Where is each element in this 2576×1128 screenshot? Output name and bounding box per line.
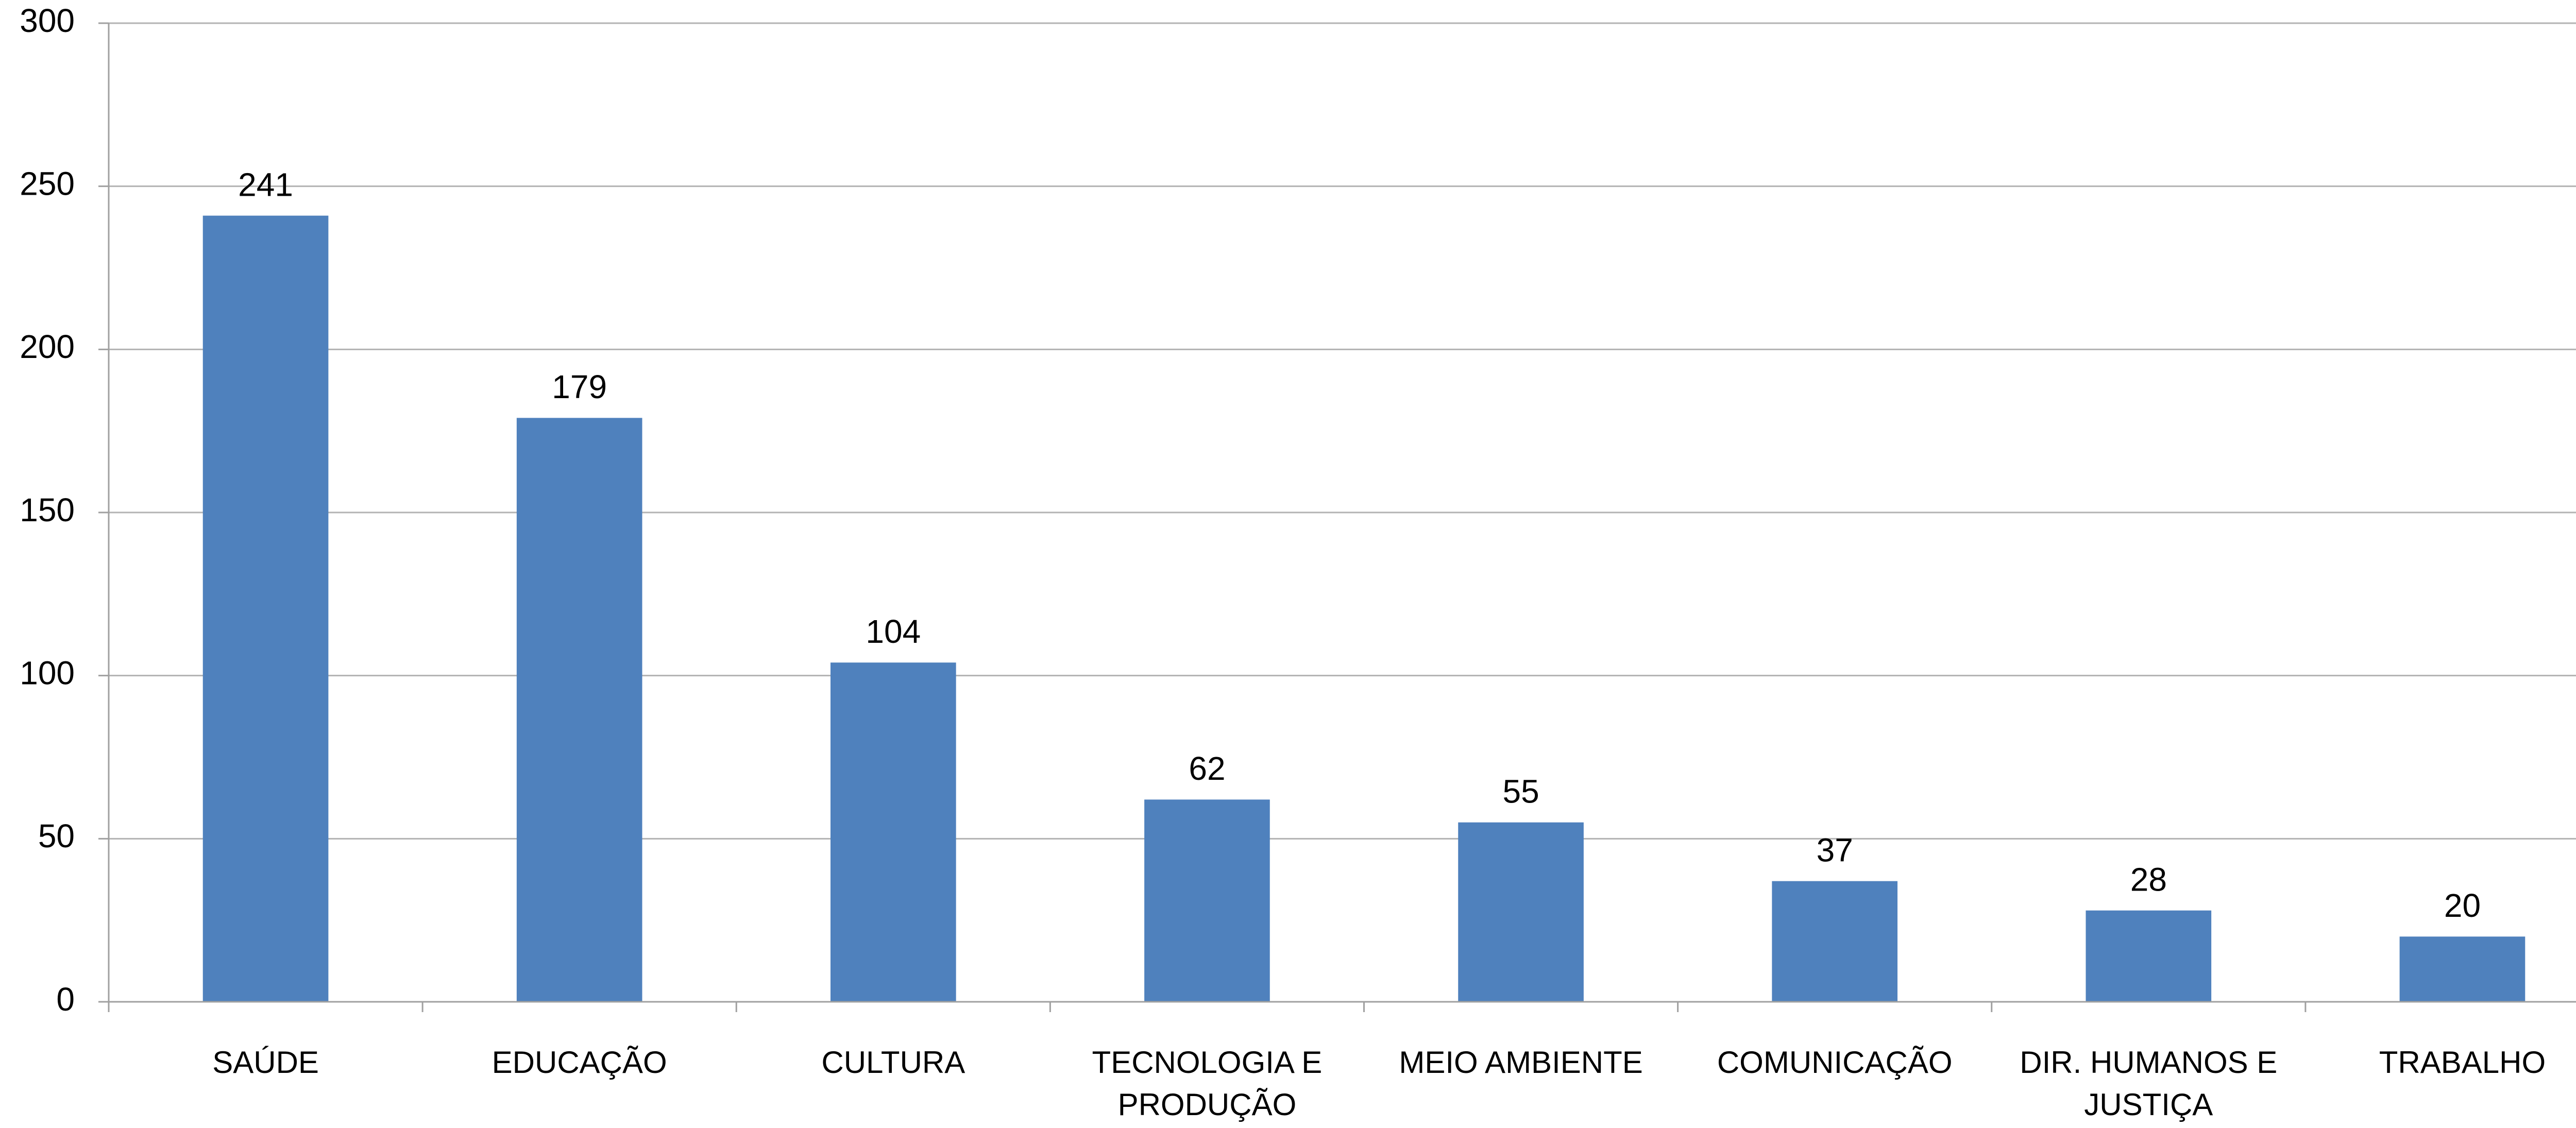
y-tick-label: 50	[38, 817, 75, 854]
x-tick-label: MEIO AMBIENTE	[1399, 1045, 1643, 1080]
value-label: 104	[866, 613, 921, 650]
x-tick-label: SAÚDE	[212, 1045, 319, 1080]
x-tick-label: DIR. HUMANOS E JUSTIÇA	[2020, 1045, 2278, 1122]
bar	[202, 215, 329, 1002]
bar	[2399, 936, 2526, 1002]
value-label: 20	[2444, 887, 2481, 924]
bar	[1144, 799, 1270, 1002]
y-tick-label: 300	[20, 2, 75, 39]
value-label: 62	[1189, 750, 1225, 787]
bar	[2086, 910, 2212, 1002]
y-tick-label: 250	[20, 165, 75, 202]
value-label: 241	[238, 166, 293, 203]
y-tick-label: 0	[56, 981, 75, 1018]
x-tick-label: CULTURA	[821, 1045, 965, 1080]
bar	[830, 662, 956, 1002]
bar	[1458, 822, 1584, 1002]
value-label: 37	[1817, 832, 1853, 869]
value-label: 28	[2130, 861, 2167, 898]
y-tick-label: 150	[20, 491, 75, 528]
value-label: 179	[552, 368, 607, 405]
bar	[1772, 881, 1898, 1002]
x-tick-label: TECNOLOGIA E PRODUÇÃO	[1092, 1045, 1323, 1122]
y-tick-label: 100	[20, 655, 75, 692]
x-tick-label: COMUNICAÇÃO	[1717, 1045, 1953, 1080]
value-label: 55	[1502, 773, 1539, 810]
x-tick-label: EDUCAÇÃO	[492, 1045, 667, 1080]
y-tick-label: 200	[20, 328, 75, 365]
x-tick-label: TRABALHO	[2379, 1045, 2546, 1080]
bar	[516, 418, 642, 1002]
